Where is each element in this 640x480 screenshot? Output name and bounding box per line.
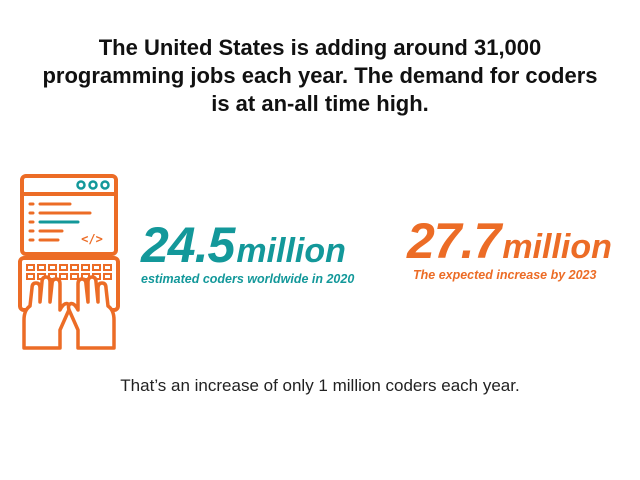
headline-line-1: The United States is adding around 31,00… bbox=[98, 35, 542, 60]
stat-current-figure: 24.5 million bbox=[141, 220, 354, 270]
stat-projected-unit: million bbox=[502, 228, 612, 266]
keyboard-key bbox=[92, 264, 101, 271]
right-hand bbox=[66, 275, 116, 350]
headline: The United States is adding around 31,00… bbox=[0, 34, 640, 118]
keyboard-key bbox=[70, 273, 79, 280]
keyboard-key bbox=[37, 264, 46, 271]
keyboard-key bbox=[103, 264, 112, 271]
code-lines bbox=[28, 202, 92, 242]
keyboard-key bbox=[26, 264, 35, 271]
laptop-illustration: </> bbox=[18, 174, 120, 350]
left-hand bbox=[22, 275, 72, 350]
keyboard-key bbox=[59, 273, 68, 280]
stat-projected-value: 27.7 bbox=[407, 213, 501, 269]
stat-projected-coders: 27.7 million The expected increase by 20… bbox=[407, 216, 612, 282]
stat-current-caption: estimated coders worldwide in 2020 bbox=[141, 272, 355, 286]
stat-projected-figure: 27.7 million bbox=[407, 216, 612, 266]
monitor-frame bbox=[20, 174, 118, 256]
keyboard-key bbox=[81, 264, 90, 271]
stat-projected-caption: The expected increase by 2023 bbox=[413, 268, 597, 282]
window-dot-1 bbox=[76, 180, 86, 190]
stat-current-coders: 24.5 million estimated coders worldwide … bbox=[141, 220, 354, 286]
footer-note: That’s an increase of only 1 million cod… bbox=[120, 376, 520, 395]
headline-line-3: is at an-all time high. bbox=[211, 91, 429, 116]
stat-current-value: 24.5 bbox=[141, 217, 235, 273]
keyboard-key bbox=[26, 273, 35, 280]
keyboard-keys bbox=[26, 264, 112, 280]
keyboard-key bbox=[48, 264, 57, 271]
code-tag-glyph: </> bbox=[81, 232, 103, 246]
headline-line-2: programming jobs each year. The demand f… bbox=[42, 63, 598, 88]
keyboard-key bbox=[59, 264, 68, 271]
typing-hands bbox=[22, 275, 116, 350]
window-dot-2 bbox=[88, 180, 98, 190]
stat-current-unit: million bbox=[236, 232, 346, 270]
laptop-coding-hands-icon: </> bbox=[14, 170, 124, 359]
keyboard-key bbox=[70, 264, 79, 271]
window-dot-3 bbox=[100, 180, 110, 190]
keyboard-key bbox=[103, 273, 112, 280]
